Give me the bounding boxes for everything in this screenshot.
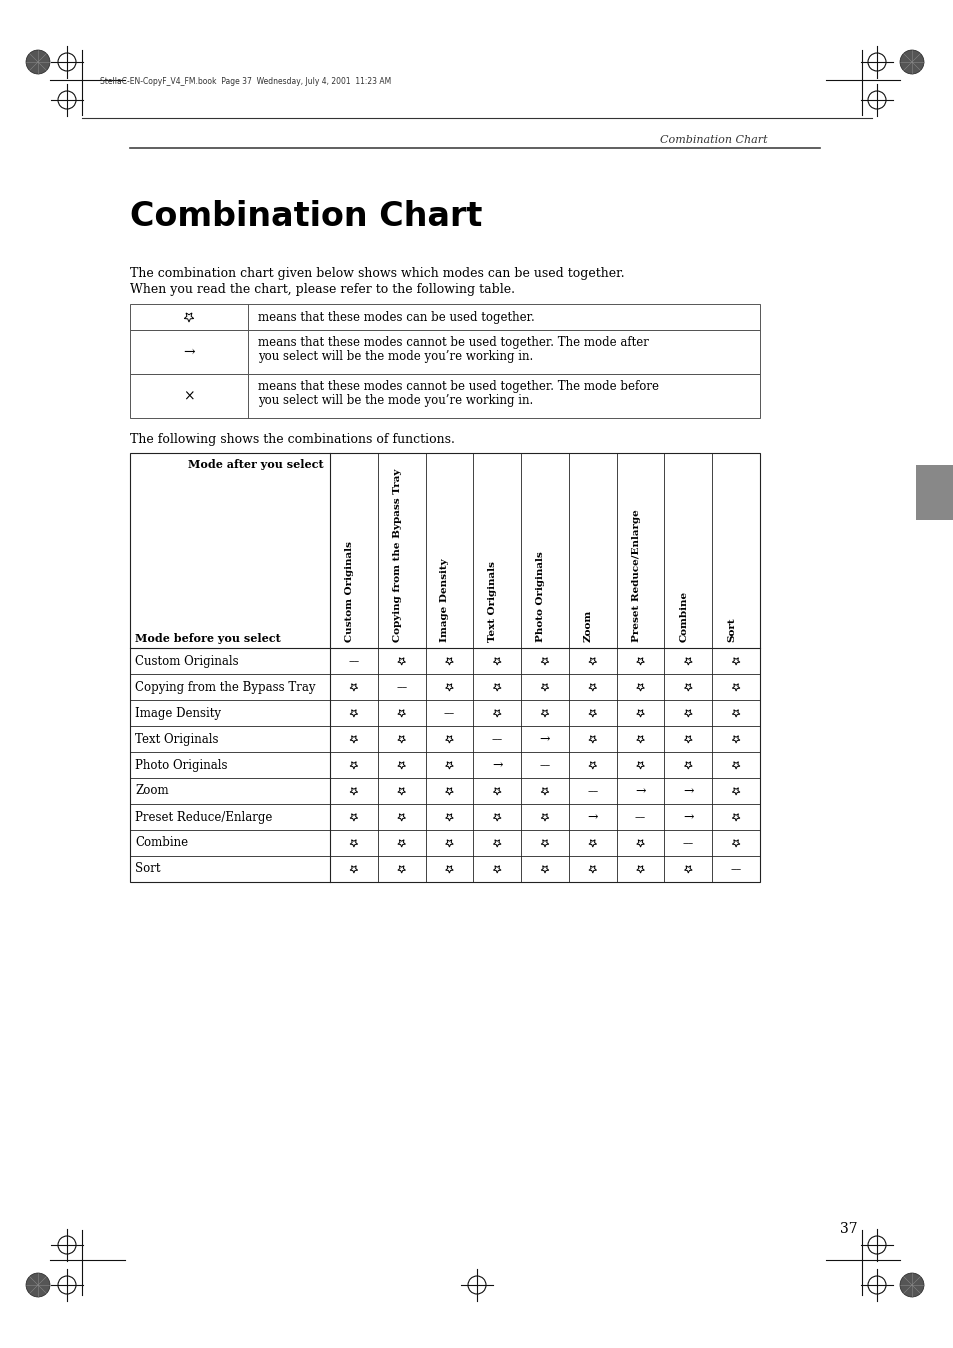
- Text: Custom Originals: Custom Originals: [135, 655, 238, 667]
- Text: means that these modes can be used together.: means that these modes can be used toget…: [257, 310, 535, 324]
- Text: you select will be the mode you’re working in.: you select will be the mode you’re worki…: [257, 350, 533, 363]
- Text: Photo Originals: Photo Originals: [536, 551, 544, 642]
- Text: Mode after you select: Mode after you select: [188, 460, 324, 470]
- Text: →: →: [492, 759, 502, 771]
- Text: When you read the chart, please refer to the following table.: When you read the chart, please refer to…: [130, 283, 515, 297]
- Text: →: →: [183, 345, 194, 359]
- Text: →: →: [682, 785, 693, 798]
- Text: Combine: Combine: [679, 590, 688, 642]
- Text: Text Originals: Text Originals: [488, 561, 497, 642]
- Text: The combination chart given below shows which modes can be used together.: The combination chart given below shows …: [130, 267, 624, 280]
- Text: Sort: Sort: [135, 863, 160, 875]
- Text: Preset Reduce/Enlarge: Preset Reduce/Enlarge: [631, 510, 639, 642]
- Text: means that these modes cannot be used together. The mode before: means that these modes cannot be used to…: [257, 380, 659, 394]
- Text: The following shows the combinations of functions.: The following shows the combinations of …: [130, 433, 455, 446]
- Text: Custom Originals: Custom Originals: [345, 541, 354, 642]
- Circle shape: [26, 1273, 50, 1297]
- Text: Sort: Sort: [726, 617, 736, 642]
- Bar: [130, 453, 760, 882]
- Text: ––: ––: [538, 760, 550, 770]
- Text: Combination Chart: Combination Chart: [130, 200, 482, 233]
- Text: ––: ––: [586, 786, 598, 797]
- Text: Combination Chart: Combination Chart: [659, 135, 767, 146]
- Bar: [130, 373, 760, 418]
- Text: Mode before you select: Mode before you select: [135, 634, 280, 644]
- Circle shape: [26, 50, 50, 74]
- Text: ––: ––: [491, 735, 502, 744]
- Text: ––: ––: [348, 656, 359, 666]
- Text: Image Density: Image Density: [135, 706, 221, 720]
- Text: ×: ×: [183, 390, 194, 403]
- Text: →: →: [539, 732, 550, 745]
- Bar: [130, 330, 760, 373]
- Text: Zoom: Zoom: [583, 609, 592, 642]
- Text: ––: ––: [682, 838, 693, 848]
- Text: you select will be the mode you’re working in.: you select will be the mode you’re worki…: [257, 394, 533, 407]
- Bar: [130, 305, 760, 330]
- Text: →: →: [635, 785, 645, 798]
- Text: ––: ––: [395, 682, 407, 692]
- Text: Text Originals: Text Originals: [135, 732, 218, 745]
- Text: Photo Originals: Photo Originals: [135, 759, 227, 771]
- Text: ––: ––: [635, 811, 645, 822]
- Text: Zoom: Zoom: [135, 785, 169, 798]
- Text: Copying from the Bypass Tray: Copying from the Bypass Tray: [135, 681, 315, 693]
- Text: Copying from the Bypass Tray: Copying from the Bypass Tray: [393, 469, 401, 642]
- Text: →: →: [587, 810, 598, 824]
- Circle shape: [899, 50, 923, 74]
- Text: →: →: [682, 810, 693, 824]
- Text: Combine: Combine: [135, 837, 188, 849]
- Text: ––: ––: [730, 864, 741, 874]
- Circle shape: [899, 1273, 923, 1297]
- Text: means that these modes cannot be used together. The mode after: means that these modes cannot be used to…: [257, 336, 648, 349]
- Text: 37: 37: [840, 1223, 857, 1236]
- Text: 2: 2: [925, 480, 943, 504]
- Text: ––: ––: [443, 708, 455, 718]
- Text: Image Density: Image Density: [440, 558, 449, 642]
- Bar: [915, 465, 953, 520]
- Text: Preset Reduce/Enlarge: Preset Reduce/Enlarge: [135, 810, 273, 824]
- Text: StellaC-EN-CopyF_V4_FM.book  Page 37  Wednesday, July 4, 2001  11:23 AM: StellaC-EN-CopyF_V4_FM.book Page 37 Wedn…: [100, 77, 391, 86]
